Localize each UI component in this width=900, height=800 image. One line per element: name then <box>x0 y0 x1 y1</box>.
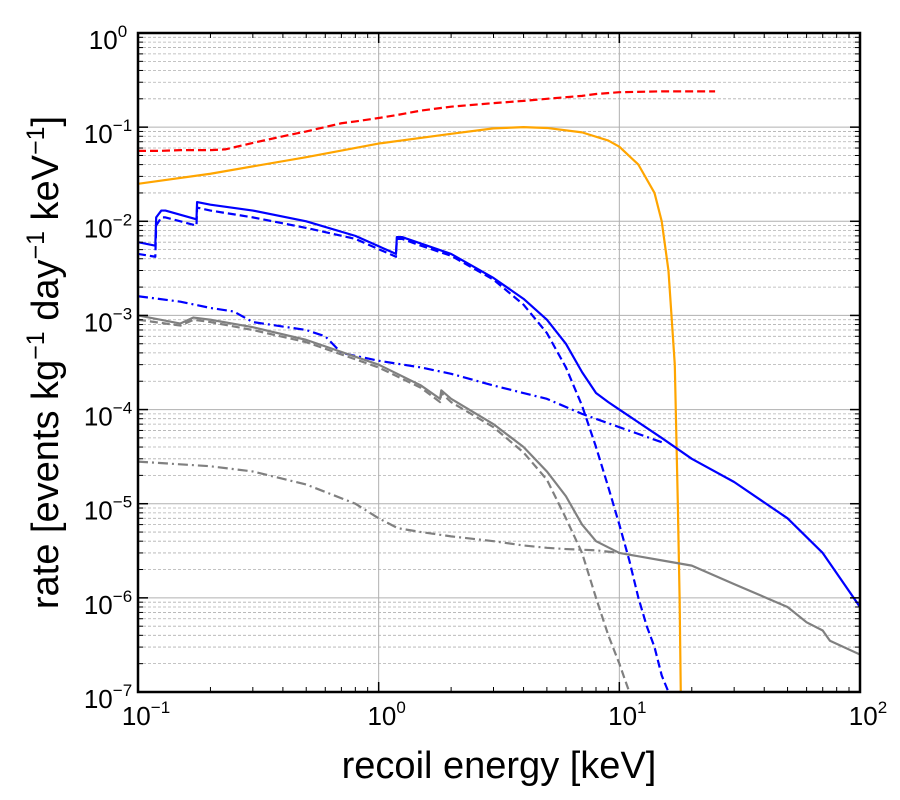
y-axis-title-part-6: −1 <box>22 126 50 155</box>
series-group <box>138 90 860 692</box>
x-tick-label: 10−1 <box>122 698 170 731</box>
series-line-2 <box>138 126 682 692</box>
x-axis-title: recoil energy [keV] <box>342 745 657 787</box>
y-tick-label: 10−3 <box>84 304 132 337</box>
series-line-3 <box>138 200 860 608</box>
y-axis-title-part-5: keV <box>25 154 67 231</box>
x-tick-label: 102 <box>849 698 887 731</box>
y-tick-label: 10−4 <box>84 399 132 432</box>
plot-frame <box>136 31 862 694</box>
x-tick-label: 101 <box>608 698 646 731</box>
series-line-1 <box>138 90 716 152</box>
y-axis-title-part-1: rate [events kg <box>25 360 67 609</box>
ticks <box>137 32 861 693</box>
grid <box>138 33 860 692</box>
y-axis-title: rate [events kg−1 day−1 keV−1] <box>22 116 67 609</box>
y-tick-label: 100 <box>89 22 127 55</box>
y-tick-label: 10−1 <box>84 116 132 149</box>
y-tick-label: 10−7 <box>84 681 132 714</box>
series-line-8 <box>138 460 620 555</box>
x-tick-label: 100 <box>367 698 405 731</box>
y-axis-title-part-3: day <box>25 260 67 332</box>
y-axis-title-part-4: −1 <box>22 231 50 260</box>
series-line-6 <box>138 314 860 656</box>
series-line-5 <box>138 295 663 444</box>
series-line-4 <box>138 206 670 692</box>
tick-labels: 10−1 100 101 102 10−7 10−6 10−5 10−4 10−3 10−2 10−… <box>84 22 887 731</box>
y-tick-label: 10−5 <box>84 493 132 526</box>
series-line-7 <box>138 318 631 692</box>
y-tick-label: 10−2 <box>84 210 132 243</box>
y-axis-title-part-7: ] <box>25 116 67 127</box>
y-tick-label: 10−6 <box>84 587 132 620</box>
y-axis-title-part-2: −1 <box>22 331 50 360</box>
